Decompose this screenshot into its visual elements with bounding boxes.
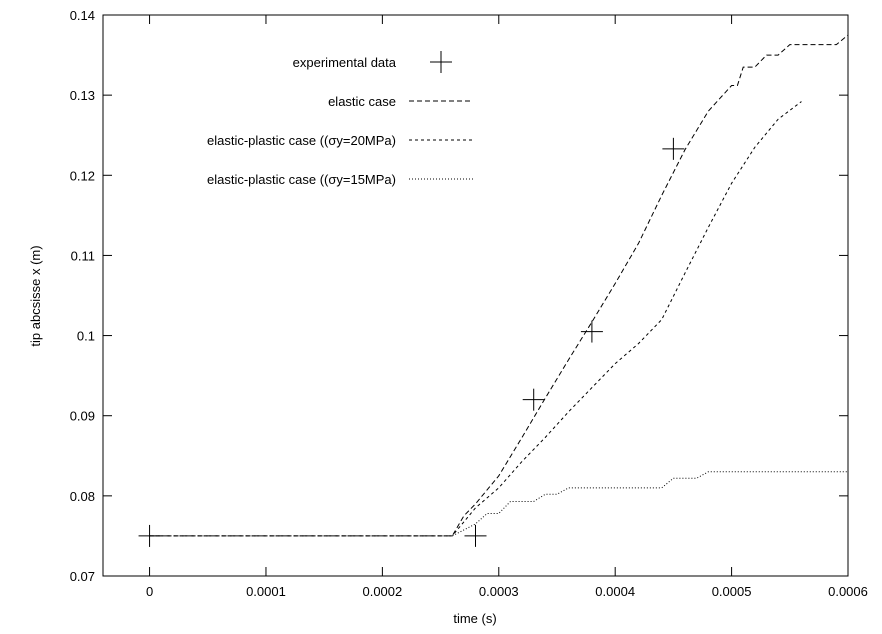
x-tick-label: 0.0004 — [595, 584, 635, 599]
x-tick-label: 0.0005 — [712, 584, 752, 599]
legend-item: experimental data — [293, 51, 452, 73]
legend-item: elastic case — [328, 94, 473, 109]
legend-item: elastic-plastic case ((σy=20MPa) — [207, 133, 473, 148]
y-tick-label: 0.08 — [70, 489, 95, 504]
legend-swatch — [430, 51, 452, 73]
x-tick-label: 0.0006 — [828, 584, 868, 599]
legend-label: elastic-plastic case ((σy=20MPa) — [207, 133, 396, 148]
y-tick-label: 0.14 — [70, 8, 95, 23]
series-line — [149, 34, 849, 537]
axis-tick-labels: 0 0.0001 0.0002 0.0003 0.0004 0.0005 0.0006 0.0… — [70, 8, 868, 599]
x-tick-label: 0 — [146, 584, 153, 599]
data-point-marker — [580, 320, 603, 343]
legend-item: elastic-plastic case ((σy=15MPa) — [207, 172, 473, 187]
y-tick-label: 0.12 — [70, 168, 95, 183]
x-tick-label: 0.0003 — [479, 584, 519, 599]
y-tick-label: 0.09 — [70, 409, 95, 424]
legend: experimental data elastic case elastic-pla… — [207, 51, 473, 187]
legend-label: experimental data — [293, 55, 397, 70]
series-group — [138, 34, 849, 547]
data-point-marker — [464, 524, 487, 547]
series-line — [149, 471, 848, 537]
axis-ticks — [103, 14, 849, 577]
legend-label: elastic-plastic case ((σy=15MPa) — [207, 172, 396, 187]
x-tick-label: 0.0002 — [362, 584, 402, 599]
y-tick-label: 0.11 — [71, 248, 95, 263]
y-tick-label: 0.1 — [77, 329, 95, 344]
x-axis-label: time (s) — [453, 611, 496, 626]
series-line — [149, 101, 802, 537]
data-point-marker — [522, 388, 545, 411]
plot-frame — [102, 14, 849, 577]
y-tick-label: 0.07 — [70, 569, 95, 584]
data-point-marker — [662, 137, 685, 160]
legend-label: elastic case — [328, 94, 396, 109]
y-tick-label: 0.13 — [70, 88, 95, 103]
y-axis-label: tip abcsisse x (m) — [28, 245, 43, 346]
x-tick-label: 0.0001 — [246, 584, 286, 599]
